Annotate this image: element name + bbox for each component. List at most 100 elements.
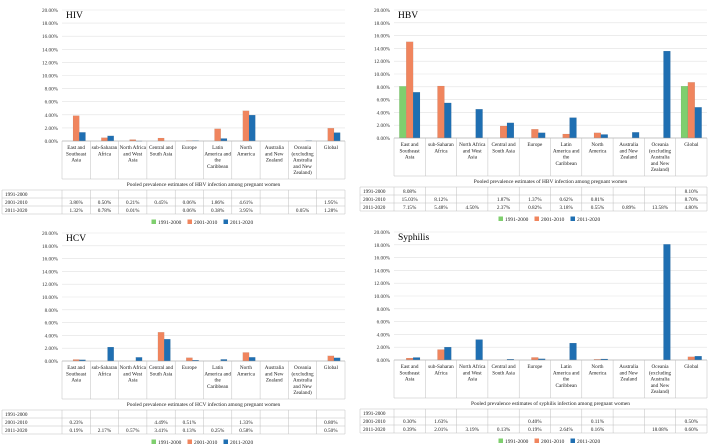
- y-tick-label: 16.00%: [42, 34, 59, 40]
- category-label: (excluding: [291, 370, 314, 377]
- bar-2011-2020-5: [220, 138, 228, 142]
- category-label: Australia: [293, 158, 313, 164]
- x-axis-label: Pooled prevalence estimates of syphilis …: [471, 400, 630, 407]
- data-label: 0.80%: [324, 420, 338, 426]
- bar-2011-2020-0: [412, 92, 421, 139]
- data-label: 15.03%: [402, 197, 419, 203]
- category-label: Zealand: [266, 158, 283, 164]
- category-label: Latin: [212, 365, 223, 371]
- y-tick-label: 10.00%: [42, 295, 59, 301]
- category-label: South Asia: [150, 151, 173, 157]
- bar-2001-2010-1: [437, 349, 445, 361]
- category-label: East and: [401, 364, 419, 370]
- data-label: 0.51%: [183, 420, 197, 426]
- legend-label: 2001-2010: [541, 217, 565, 223]
- category-label: Central and: [149, 365, 173, 371]
- legend-swatch: [223, 439, 228, 444]
- category-label: Southeast: [66, 151, 87, 157]
- data-label: 1.32%: [69, 208, 83, 214]
- bar-2011-2020-1: [107, 135, 114, 142]
- category-label: Caribbean: [555, 161, 577, 167]
- bar-2001-2010-3: [157, 332, 165, 362]
- category-label: America: [589, 370, 608, 376]
- category-label: Zealand: [620, 155, 637, 161]
- category-label: the: [563, 377, 570, 383]
- category-label: and New: [265, 371, 284, 377]
- category-label: and New: [293, 164, 312, 170]
- category-label: Australia: [619, 142, 639, 148]
- y-tick-label: 16.00%: [42, 257, 59, 263]
- data-label: 1.95%: [324, 200, 338, 206]
- category-label: South Asia: [492, 148, 515, 154]
- bar-2001-2010-5: [562, 133, 570, 139]
- category-label: Zealand: [266, 378, 283, 384]
- category-label: America: [589, 148, 608, 154]
- category-label: North: [591, 142, 604, 148]
- category-label: and New: [651, 383, 670, 389]
- category-label: America and: [204, 151, 231, 157]
- category-label: North Africa: [120, 364, 147, 371]
- data-label: 0.39%: [403, 427, 417, 433]
- category-label: Zealand): [293, 169, 312, 176]
- category-label: East and: [67, 365, 85, 371]
- category-label: sub-Saharan: [92, 145, 118, 151]
- data-label: 5.48%: [434, 205, 448, 211]
- category-label: and West: [463, 370, 482, 376]
- y-tick-label: 0.00%: [377, 358, 391, 364]
- data-label: 8.70%: [685, 197, 699, 203]
- legend-swatch: [498, 216, 503, 221]
- y-tick-label: 6.00%: [45, 321, 59, 327]
- bar-2001-2010-4: [531, 129, 539, 139]
- category-label: Africa: [98, 150, 112, 157]
- y-tick-label: 12.00%: [374, 281, 391, 287]
- y-tick-label: 6.00%: [377, 98, 391, 104]
- series-row-label: 2001-2010: [5, 200, 28, 206]
- legend-label: 2011-2020: [577, 217, 600, 223]
- x-axis-label: Pooled prevalence estimates of HBV infec…: [127, 181, 281, 188]
- legend-swatch: [151, 219, 156, 224]
- y-tick-label: 0.00%: [45, 139, 59, 145]
- category-label: North: [240, 145, 253, 151]
- data-label: 0.05%: [296, 208, 310, 214]
- data-label: 0.89%: [622, 205, 636, 211]
- bar-2001-2010-0: [72, 115, 80, 142]
- category-label: Europe: [527, 142, 543, 148]
- category-label: Australia: [265, 145, 285, 151]
- bar-2011-2020-9: [694, 107, 702, 139]
- bar-2001-2010-6: [242, 352, 250, 362]
- category-label: Zealand): [651, 388, 670, 395]
- category-label: Caribbean: [207, 384, 229, 390]
- y-tick-label: 12.00%: [42, 282, 59, 288]
- x-axis-label: Pooled prevalence estimates of HCV infec…: [127, 401, 281, 408]
- bar-2011-2020-8: [663, 50, 671, 139]
- y-tick-label: 18.00%: [42, 21, 59, 27]
- category-label: Zealand): [651, 166, 670, 173]
- category-label: and West: [123, 371, 142, 377]
- data-label: 1.63%: [434, 419, 448, 425]
- data-label: 4.61%: [239, 200, 253, 206]
- data-label: 0.62%: [559, 197, 573, 203]
- y-tick-label: 10.00%: [374, 294, 391, 300]
- y-tick-label: 8.00%: [45, 308, 59, 314]
- data-label: 4.80%: [685, 205, 699, 211]
- y-tick-label: 14.00%: [42, 269, 59, 275]
- series-row-label: 1991-2000: [363, 189, 386, 195]
- data-label: 4.50%: [466, 205, 480, 211]
- category-label: America and: [553, 370, 580, 376]
- legend-label: 1991-2000: [158, 220, 182, 226]
- category-label: North: [240, 365, 253, 371]
- category-label: the: [563, 155, 570, 161]
- category-label: Southeast: [400, 370, 421, 376]
- category-label: America: [237, 371, 256, 377]
- y-tick-label: 14.00%: [374, 46, 391, 52]
- legend-swatch: [570, 216, 575, 221]
- category-label: Asia: [128, 378, 138, 384]
- y-tick-label: 8.00%: [377, 307, 391, 313]
- bar-2011-2020-9: [694, 356, 702, 361]
- category-label: Zealand: [620, 377, 637, 383]
- bar-2001-2010-9: [687, 82, 695, 139]
- y-tick-label: 2.00%: [45, 346, 59, 352]
- y-tick-label: 2.00%: [377, 123, 391, 129]
- y-tick-label: 10.00%: [374, 72, 391, 78]
- category-label: Caribbean: [207, 164, 229, 170]
